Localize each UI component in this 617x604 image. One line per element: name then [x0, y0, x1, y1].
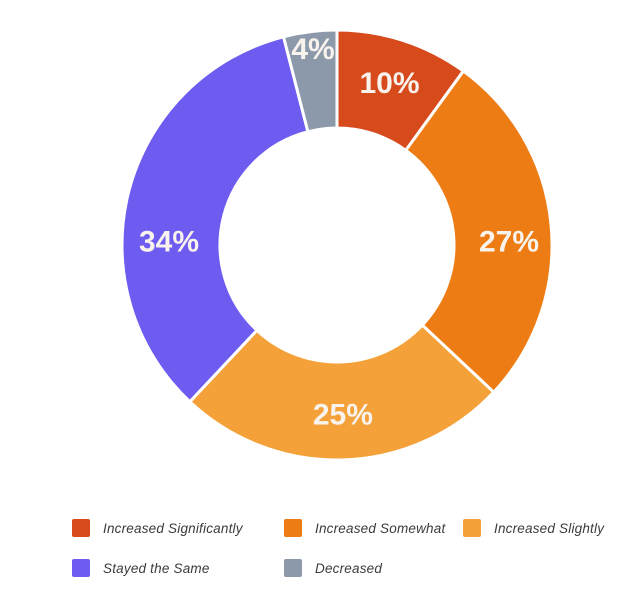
chart-legend: Increased Significantly Increased Somewh… — [72, 519, 604, 577]
donut-slice-stayed-the-same[interactable] — [120, 35, 310, 404]
legend-label: Increased Somewhat — [315, 520, 446, 536]
legend-label: Decreased — [315, 560, 383, 576]
legend-swatch-icon — [284, 559, 302, 577]
donut-slice-decreased[interactable] — [282, 28, 339, 134]
legend-swatch-icon — [72, 559, 90, 577]
legend-swatch-icon — [284, 519, 302, 537]
legend-item-increased-somewhat[interactable]: Increased Somewhat — [284, 519, 463, 537]
legend-item-increased-slightly[interactable]: Increased Slightly — [463, 519, 604, 537]
slice-value-label: 4% — [291, 33, 334, 66]
slice-value-label: 34% — [139, 226, 199, 259]
legend-item-decreased[interactable]: Decreased — [284, 559, 463, 577]
legend-swatch-icon — [72, 519, 90, 537]
donut-chart: 10% 27% 25% 34% 4% — [120, 28, 554, 462]
chart-area: 10% 27% 25% 34% 4% — [120, 28, 554, 462]
legend-swatch-icon — [463, 519, 481, 537]
legend-item-stayed-the-same[interactable]: Stayed the Same — [72, 559, 284, 577]
legend-label: Stayed the Same — [103, 560, 210, 576]
legend-label: Increased Significantly — [103, 520, 243, 536]
slice-value-label: 27% — [479, 226, 539, 259]
legend-label: Increased Slightly — [494, 520, 605, 536]
slice-value-label: 25% — [313, 398, 373, 431]
slice-value-label: 10% — [359, 67, 419, 100]
donut-slice-increased-somewhat[interactable] — [404, 69, 554, 394]
donut-slice-increased-slightly[interactable] — [188, 323, 496, 462]
legend-item-increased-significantly[interactable]: Increased Significantly — [72, 519, 284, 537]
